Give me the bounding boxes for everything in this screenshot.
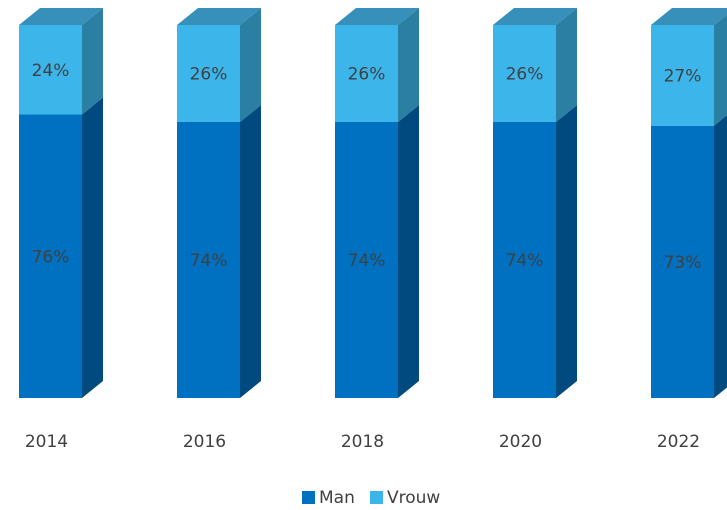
data-label-vrouw-2020: 26% (506, 64, 544, 84)
bar-vrouw-2018-front (335, 25, 398, 122)
bar-vrouw-2020-side (556, 8, 577, 122)
legend-label-vrouw: Vrouw (387, 488, 440, 508)
bar-vrouw-2016-side (240, 8, 261, 122)
bar-column-2018: 74% 26% (335, 8, 419, 398)
x-tick-label-2018: 2018 (341, 432, 384, 452)
legend-swatch-vrouw (370, 491, 383, 504)
x-tick-label-2014: 2014 (25, 432, 68, 452)
legend-item-man: Man (302, 488, 355, 508)
bar-vrouw-2016-top (177, 8, 261, 25)
bar-vrouw-2022-side (714, 14, 727, 126)
bar-vrouw-2022: 27% (651, 8, 727, 126)
x-tick-label-2022: 2022 (657, 432, 700, 452)
bar-man-2014-side (82, 97, 103, 399)
bar-man-2018: 74% (335, 104, 419, 398)
bar-vrouw-2018: 26% (335, 8, 419, 122)
bar-man-2020-front (493, 121, 556, 398)
bar-vrouw-2022-top (651, 8, 727, 25)
bar-man-2018-side (398, 104, 419, 398)
bar-vrouw-2020: 26% (493, 8, 577, 122)
bar-man-2016: 74% (177, 104, 261, 398)
bar-man-2016-side (240, 104, 261, 398)
data-label-man-2020: 74% (506, 251, 544, 271)
data-label-man-2018: 74% (348, 251, 386, 271)
data-label-man-2022: 73% (664, 253, 702, 273)
bar-vrouw-2014: 24% (19, 8, 103, 115)
legend-item-vrouw: Vrouw (370, 488, 440, 508)
bar-vrouw-2018-top (335, 8, 419, 25)
bar-vrouw-2014-front (19, 25, 82, 115)
bar-vrouw-2016: 26% (177, 8, 261, 122)
bar-man-2022: 73% (651, 115, 727, 399)
bar-vrouw-2018-side (398, 8, 419, 122)
legend-label-man: Man (319, 488, 355, 508)
bar-man-2022-side (714, 115, 727, 398)
x-tick-label-2020: 2020 (499, 432, 542, 452)
data-label-man-2016: 74% (190, 251, 228, 271)
bar-column-2016: 74% 26% (177, 8, 261, 398)
bar-vrouw-2014-side (82, 8, 103, 115)
bar-vrouw-2020-front (493, 25, 556, 122)
bar-man-2014-front (19, 114, 82, 399)
bar-man-2014: 76% (19, 97, 103, 399)
data-label-man-2014: 76% (32, 247, 70, 267)
x-tick-label-2016: 2016 (183, 432, 226, 452)
bar-man-2018-front (335, 121, 398, 398)
x-axis: 2014 2016 2018 2020 2022 (25, 432, 700, 452)
data-label-vrouw-2022: 27% (664, 66, 702, 86)
bar-vrouw-2022-front (651, 25, 714, 126)
legend-swatch-man (302, 491, 315, 504)
bar-column-2020: 74% 26% (493, 8, 577, 398)
plot-area: 76% 24% 74% 26% 74% 26% 74% 26% 73% 27% (19, 8, 727, 399)
bar-vrouw-2016-front (177, 25, 240, 122)
bar-man-2020: 74% (493, 104, 577, 398)
legend: Man Vrouw (302, 488, 440, 508)
data-label-vrouw-2014: 24% (32, 61, 70, 81)
bar-vrouw-2014-top (19, 8, 103, 25)
bar-man-2016-front (177, 121, 240, 398)
bar-man-2020-side (556, 104, 577, 398)
bar-column-2014: 76% 24% (19, 8, 103, 399)
data-label-vrouw-2016: 26% (190, 64, 228, 84)
data-label-vrouw-2018: 26% (348, 64, 386, 84)
bar-vrouw-2020-top (493, 8, 577, 25)
bar-column-2022: 73% 27% (651, 8, 727, 399)
bar-man-2022-front (651, 125, 714, 399)
